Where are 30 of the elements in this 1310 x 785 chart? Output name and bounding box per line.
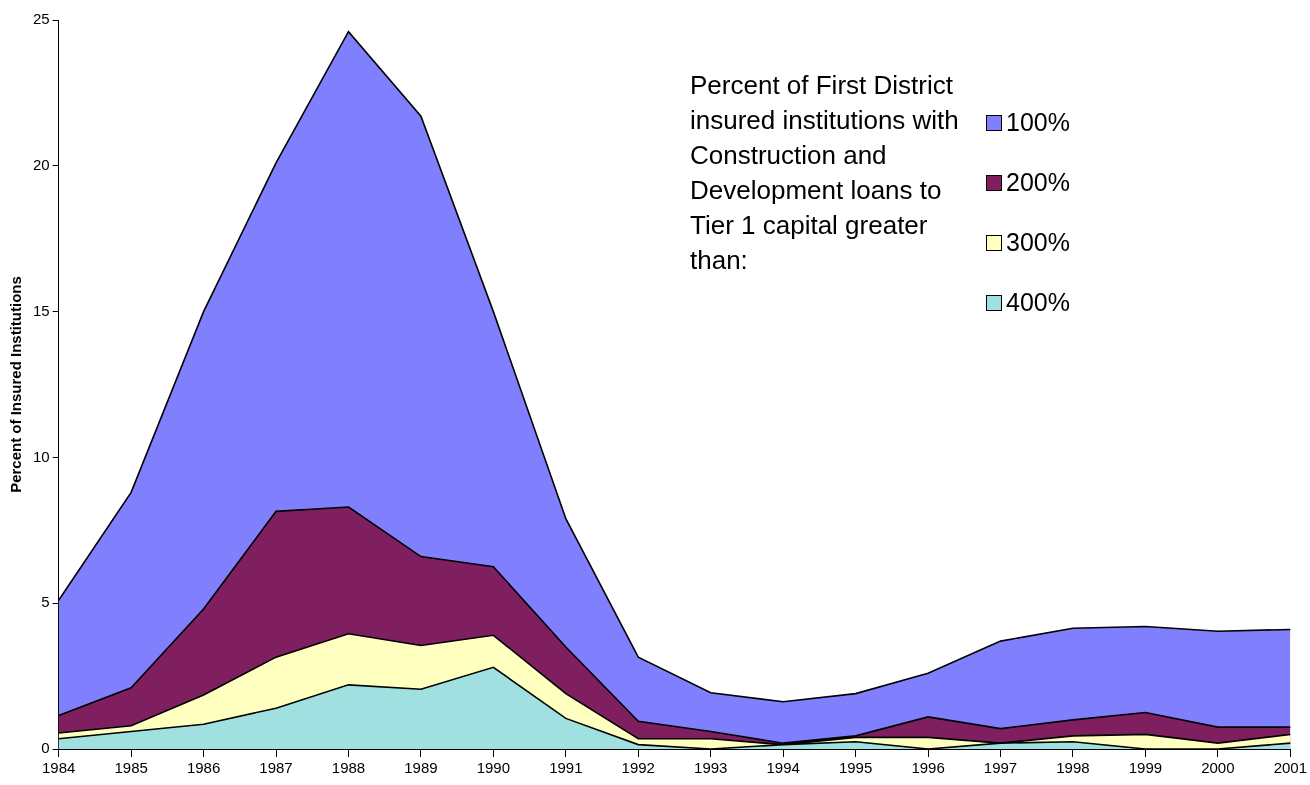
x-tick-label: 1992 [621, 759, 655, 777]
y-tick-label: 0 [41, 739, 50, 757]
x-tick-label: 1994 [766, 759, 800, 777]
x-tick-label: 1988 [331, 759, 366, 777]
x-tick-label: 2001 [1273, 759, 1307, 777]
x-tick-label: 1995 [838, 759, 873, 777]
legend-label: 200% [1006, 168, 1070, 197]
x-tick-label: 1985 [114, 759, 148, 777]
legend-title: Percent of First District insured institutions with Construction and Development loans to Tier 1 capital greater than: [690, 69, 960, 277]
y-tick-label: 10 [33, 447, 50, 465]
x-tick-label: 1993 [694, 759, 728, 777]
x-tick-label: 1990 [476, 759, 511, 777]
legend-label: 400% [1006, 288, 1070, 317]
x-tick-label: 1986 [186, 759, 221, 777]
y-tick-label: 5 [41, 593, 50, 611]
x-tick-label: 1997 [983, 759, 1018, 777]
legend-label: 100% [1006, 108, 1070, 137]
legend-label: 300% [1006, 228, 1070, 257]
x-tick-label: 1987 [259, 759, 293, 777]
y-tick-label: 25 [33, 10, 50, 28]
x-tick-label: 2000 [1201, 759, 1235, 777]
x-tick-label: 1999 [1128, 759, 1163, 777]
y-tick-label: 15 [33, 301, 50, 319]
y-axis-title: Percent of Insured Institutions [7, 276, 25, 493]
y-tick-label: 20 [33, 155, 50, 173]
x-tick-label: 1998 [1056, 759, 1090, 777]
x-tick-label: 1989 [404, 759, 438, 777]
x-tick-label: 1991 [549, 759, 583, 777]
x-tick-label: 1996 [911, 759, 945, 777]
x-tick-label: 1984 [42, 759, 76, 777]
